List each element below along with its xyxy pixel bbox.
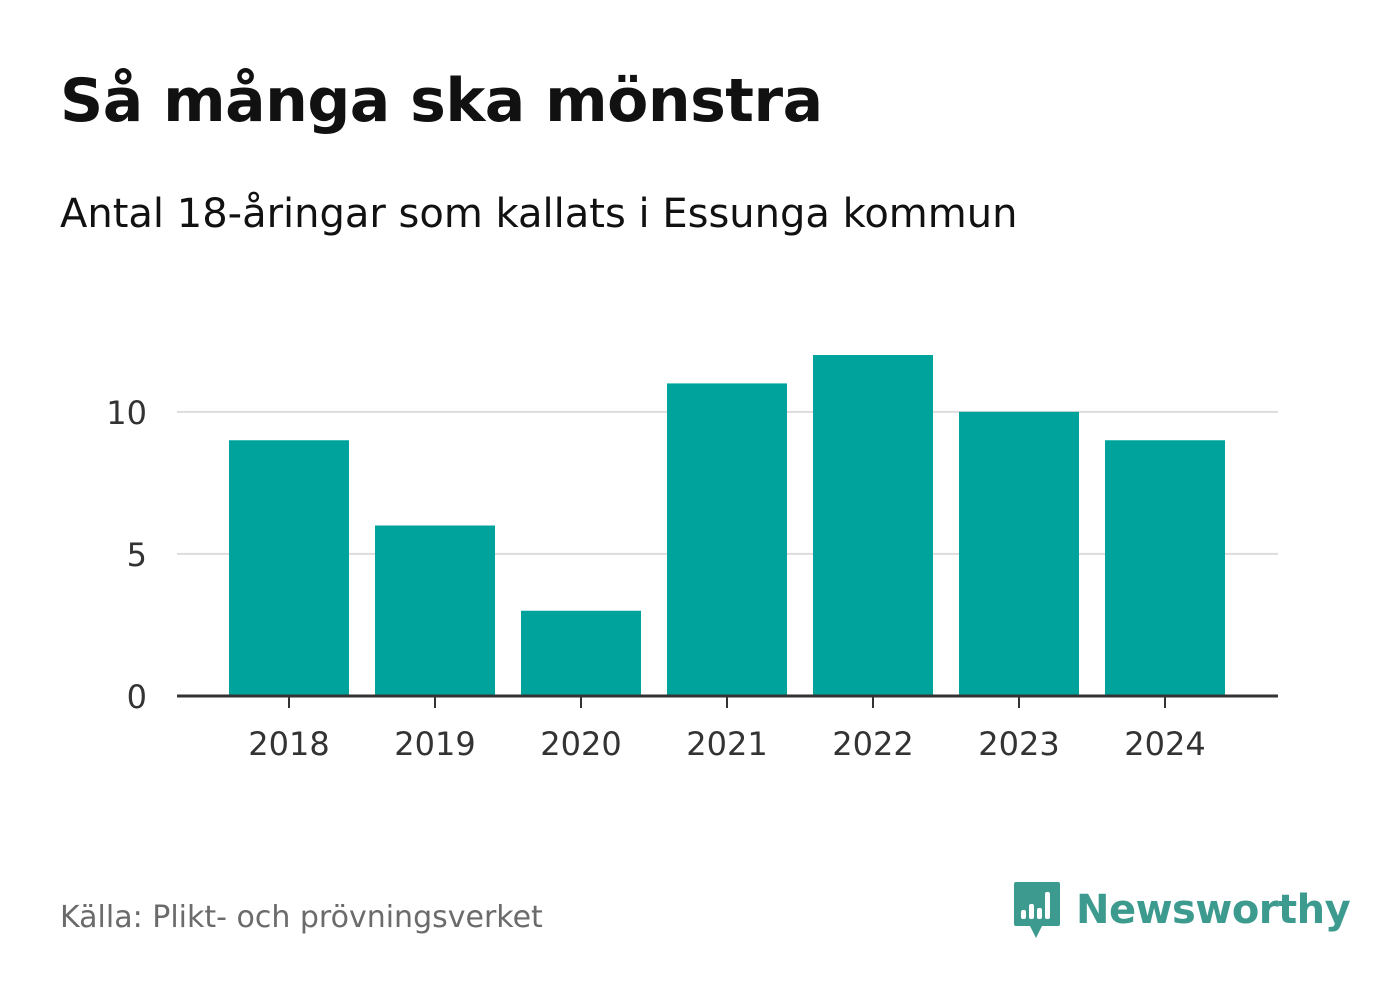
bar-2019 [375,525,495,696]
x-tick-label: 2024 [1124,725,1205,763]
bar-2020 [521,610,641,696]
bars [229,355,1225,696]
brand-name: Newsworthy [1076,887,1351,933]
source-note: Källa: Plikt- och prövningsverket [60,900,543,935]
y-tick-label: 10 [106,394,147,432]
x-tick-label: 2018 [248,725,329,763]
x-tick-label: 2021 [686,725,767,763]
y-tick-label: 5 [127,536,147,574]
bar-2023 [959,411,1079,696]
x-tick-label: 2023 [978,725,1059,763]
bar-2022 [813,355,933,696]
y-tick-label: 0 [127,678,147,716]
y-axis-tick-labels: 0 5 10 [106,394,147,716]
x-tick-label: 2022 [832,725,913,763]
bar-2018 [229,440,349,696]
chart-title: Så många ska mönstra [60,66,823,136]
x-axis-tick-labels: 2018 2019 2020 2021 2022 2023 2024 [248,725,1205,763]
x-tick-label: 2019 [394,725,475,763]
brand-logo: Newsworthy [1012,880,1351,940]
x-axis [177,694,1278,708]
bar-2021 [667,383,787,696]
chart-subtitle: Antal 18-åringar som kallats i Essunga k… [60,191,1018,237]
bar-2024 [1105,440,1225,696]
newsworthy-logo-icon [1014,882,1060,938]
x-tick-label: 2020 [540,725,621,763]
